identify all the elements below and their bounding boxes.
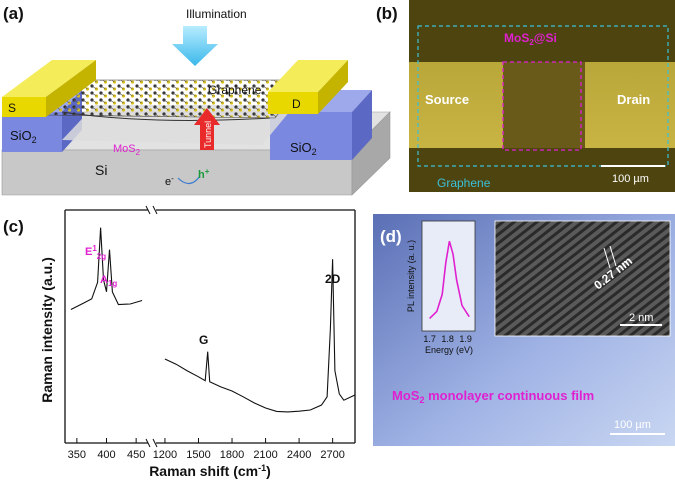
pl-spectrum — [429, 240, 470, 319]
raman-x-tick-label-2: 450 — [127, 449, 145, 461]
electron-hole-arc — [177, 175, 201, 185]
raman-x-tick-label-6: 2100 — [253, 449, 277, 461]
raman-x-tick-label-8: 2700 — [320, 449, 344, 461]
source-electrode: S — [2, 60, 96, 117]
si-label: Si — [95, 162, 107, 178]
c-xlabel: Raman shift (cm-1) — [149, 463, 271, 479]
pl-x-tick-label-1: 1.8 — [441, 334, 454, 344]
sio2-left-label: SiO2 — [10, 128, 37, 145]
panel-d-label: (d) — [380, 227, 402, 246]
raman-x-tick-label-4: 1500 — [186, 449, 210, 461]
film-label: MoS2 monolayer continuous film — [392, 388, 594, 405]
raman-x-tick-label-1: 400 — [97, 449, 115, 461]
panel-a-label: (a) — [3, 4, 24, 23]
mos2-si-label: MoS2@Si — [504, 31, 557, 47]
mos2-outline — [502, 61, 582, 151]
inset-scalebar-label: 2 nm — [629, 312, 653, 324]
panel-d: (d) 1.7 1.8 1.9 PL intensity (a. u.) Energ… — [373, 214, 675, 446]
raman-x-tick-label-0: 350 — [68, 449, 86, 461]
panel-b-label: (b) — [376, 4, 398, 23]
c-spectrum — [70, 227, 356, 413]
c-frame — [64, 205, 356, 448]
illumination-arrow — [172, 26, 218, 66]
panel-c-label: (c) — [3, 217, 24, 236]
pl-ylabel: PL intensity (a. u.) — [406, 240, 416, 312]
hrtem-inset — [494, 220, 671, 337]
raman-series-segment-2 — [164, 259, 356, 413]
illumination-label: Illumination — [186, 7, 247, 21]
pl-x-tick-label-2: 1.9 — [459, 334, 472, 344]
c-x-ticks: 350 400 450 1200 1500 1800 2100 2400 2700 — [68, 438, 345, 461]
raman-series-segment-1 — [70, 227, 143, 310]
sio2-right-front — [270, 112, 352, 160]
drain-electrode: D — [268, 60, 348, 114]
scalebar-d-label: 100 µm — [614, 419, 651, 431]
mos2-label: MoS2 — [113, 143, 141, 157]
pl-series-1 — [429, 240, 470, 319]
drain-electrode-label: D — [292, 97, 301, 111]
tunnel-label: Tunnel — [203, 121, 213, 148]
peak-g-label: G — [199, 333, 208, 347]
source-electrode-label: S — [8, 101, 16, 115]
sio2-right-side — [352, 90, 372, 160]
peak-a-label: A1g — [100, 274, 117, 288]
electron-label: e- — [165, 174, 174, 188]
hole-label: h+ — [198, 167, 210, 181]
si-substrate-side — [351, 111, 391, 196]
sio2-left-front — [2, 112, 62, 152]
scalebar-b-label: 100 µm — [612, 173, 649, 185]
tunnel-arrow — [194, 108, 220, 150]
mos2-channel — [503, 62, 585, 148]
c-ylabel: Raman intensity (a.u.) — [39, 257, 55, 402]
source-label: Source — [425, 92, 469, 107]
graphene-outline — [417, 25, 669, 167]
graphene-label-b: Graphene — [437, 176, 491, 190]
graphene-wave — [61, 111, 271, 121]
panel-b: (b) MoS2@Si Source Drain Graphene 100 µm — [376, 0, 675, 192]
raman-x-tick-label-5: 1800 — [220, 449, 244, 461]
panel-c: (c) Raman intensity (a.u.) 350 400 450 1200… — [3, 205, 356, 479]
lattice-marker-2 — [609, 245, 617, 267]
peak-2d-label: 2D — [325, 272, 341, 286]
lattice-marker-1 — [603, 247, 611, 269]
pl-x-ticks: 1.7 1.8 1.9 — [423, 334, 472, 344]
drain-label: Drain — [617, 92, 650, 107]
graphene-label: Graphene — [208, 83, 262, 97]
raman-x-tick-label-7: 2400 — [287, 449, 311, 461]
panel-a: (a) Illumination Si SiO2 SiO2 Graphene M… — [1, 4, 391, 196]
pl-xlabel: Energy (eV) — [425, 345, 473, 355]
peak-e-label: E12g — [85, 244, 106, 261]
sio2-right-label: SiO2 — [290, 140, 317, 157]
pl-x-tick-label-0: 1.7 — [423, 334, 436, 344]
raman-x-tick-label-3: 1200 — [153, 449, 177, 461]
